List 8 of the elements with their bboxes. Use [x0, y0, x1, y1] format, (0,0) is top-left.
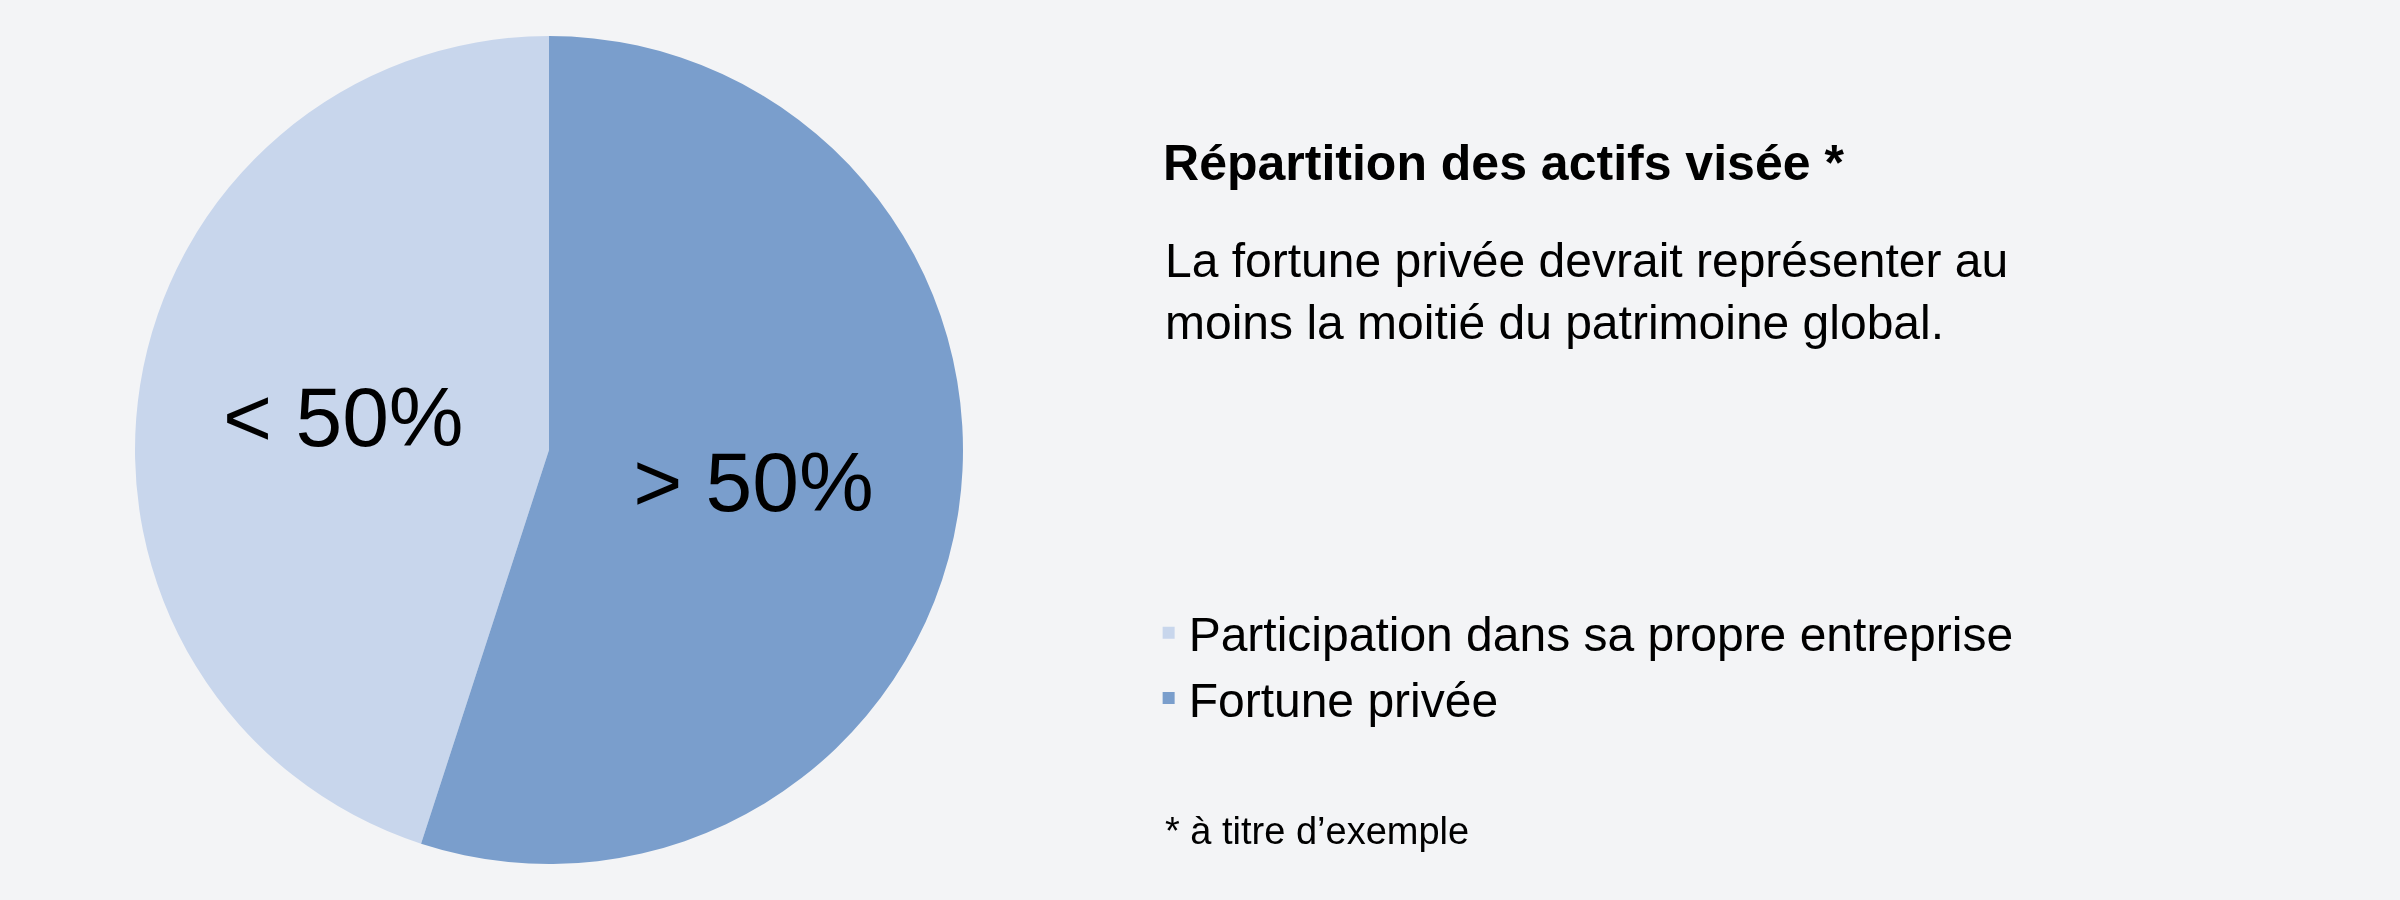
pie-slice	[135, 36, 549, 844]
text: La fortune privée devrait représenter au moins la moitié du patrimoine global.	[1165, 234, 2009, 350]
data-label: > 50%	[633, 435, 874, 530]
data-label: < 50%	[223, 370, 464, 465]
text: Répartition des actifs visée *	[1163, 135, 1845, 191]
legend-label: Fortune privée	[1188, 673, 1499, 727]
text: * à titre d’exemple	[1165, 810, 1470, 852]
legend-label: Participation dans sa propre entreprise	[1188, 608, 2014, 662]
